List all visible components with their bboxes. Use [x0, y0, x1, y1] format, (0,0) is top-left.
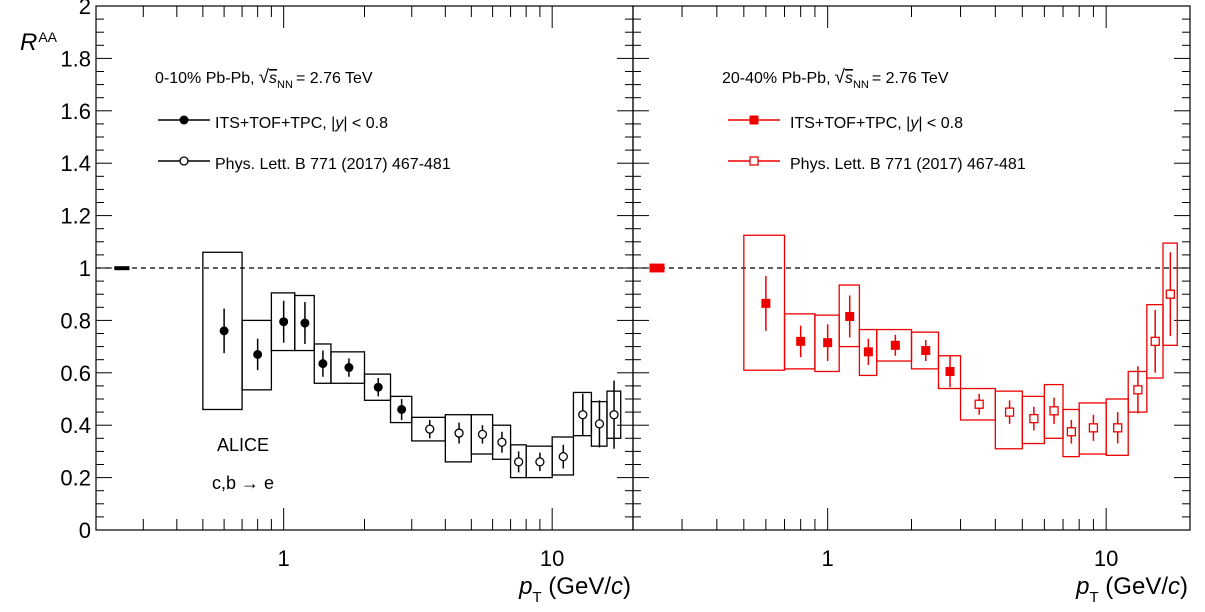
systematic-box [838, 284, 861, 348]
data-point-marker [344, 363, 354, 373]
x-tick-label: 10 [1094, 546, 1118, 571]
systematic-box [551, 436, 575, 476]
data-point-marker [823, 338, 833, 348]
data-point-marker [513, 457, 524, 467]
data-point-marker [890, 340, 900, 350]
data-point-marker [1066, 427, 1077, 437]
data-point-marker [1004, 407, 1015, 417]
process-label: c,b → e [212, 473, 274, 493]
systematic-box [294, 294, 315, 352]
legend-label-reference: Phys. Lett. B 771 (2017) 467-481 [215, 156, 451, 173]
x-tick-label: 1 [822, 546, 834, 571]
data-point-marker [397, 404, 407, 414]
y-tick-label: 0.6 [60, 361, 91, 386]
data-point-marker [609, 410, 619, 420]
data-point-marker [1113, 423, 1123, 433]
data-point-marker [761, 298, 771, 308]
data-point-marker [558, 451, 568, 462]
data-point-marker [1088, 423, 1099, 433]
data-point-marker [179, 115, 189, 125]
systematic-box [1105, 398, 1129, 456]
x-axis-label: pT (GeV/c) [518, 573, 631, 606]
legend-label-current: ITS+TOF+TPC, |y| < 0.8 [215, 115, 388, 132]
x-axis-label: pT (GeV/c) [1075, 573, 1188, 606]
systematic-box [330, 351, 366, 384]
alice-label: ALICE [217, 435, 269, 455]
systematic-box [1162, 242, 1178, 346]
systematic-box [994, 390, 1023, 450]
y-tick-label: 0 [79, 518, 91, 543]
data-point-marker [477, 429, 488, 440]
data-point-marker [497, 437, 507, 447]
data-point-marker [1029, 413, 1039, 424]
normalization-uncertainty-box [114, 266, 130, 271]
data-point-marker [1150, 336, 1160, 347]
y-axis-label: RAA [20, 29, 58, 56]
data-point-marker [845, 311, 855, 321]
data-point-marker [1049, 406, 1059, 416]
y-tick-label: 2 [79, 0, 91, 19]
legend-label-current: ITS+TOF+TPC, |y| < 0.8 [790, 115, 963, 132]
x-tick-label: 1 [278, 546, 290, 571]
panel-header: 0-10% Pb-Pb, √sNN = 2.76 TeV [155, 67, 373, 91]
data-point-marker [749, 156, 759, 166]
data-point-marker [300, 318, 310, 328]
data-point-marker [253, 349, 263, 359]
systematic-box [491, 424, 512, 460]
systematic-box [241, 319, 273, 391]
data-point-marker [279, 317, 289, 327]
data-point-marker [1133, 385, 1143, 395]
data-point-marker [535, 457, 545, 467]
y-tick-label: 1 [79, 256, 91, 281]
y-tick-label: 0.8 [60, 308, 91, 333]
systematic-box [363, 373, 392, 401]
data-point-marker [1165, 289, 1175, 299]
data-point-marker [749, 115, 759, 125]
systematic-box [389, 395, 413, 424]
legend-label-reference: Phys. Lett. B 771 (2017) 467-481 [790, 156, 1026, 173]
data-point-marker [863, 347, 873, 357]
y-tick-label: 0.4 [60, 413, 91, 438]
data-point-marker [425, 424, 435, 434]
systematic-box [910, 331, 940, 370]
data-point-marker [179, 156, 189, 166]
y-tick-label: 0.2 [60, 466, 91, 491]
data-point-marker [219, 326, 229, 336]
y-tick-label: 1.2 [60, 204, 91, 229]
data-point-marker [578, 410, 588, 420]
systematic-box [743, 234, 786, 371]
y-tick-label: 1.6 [60, 99, 91, 124]
x-tick-label: 10 [540, 546, 564, 571]
data-point-marker [974, 399, 984, 409]
y-tick-label: 1.8 [60, 46, 91, 71]
data-point-marker [318, 359, 328, 369]
y-tick-label: 1.4 [60, 151, 91, 176]
data-point-marker [454, 428, 464, 438]
normalization-uncertainty-box [649, 263, 665, 273]
data-point-marker [921, 346, 931, 356]
data-point-marker [796, 336, 806, 346]
data-point-marker [594, 419, 605, 429]
panel-header: 20-40% Pb-Pb, √sNN = 2.76 TeV [722, 67, 949, 91]
data-point-marker [373, 382, 383, 392]
data-point-marker [945, 366, 955, 376]
